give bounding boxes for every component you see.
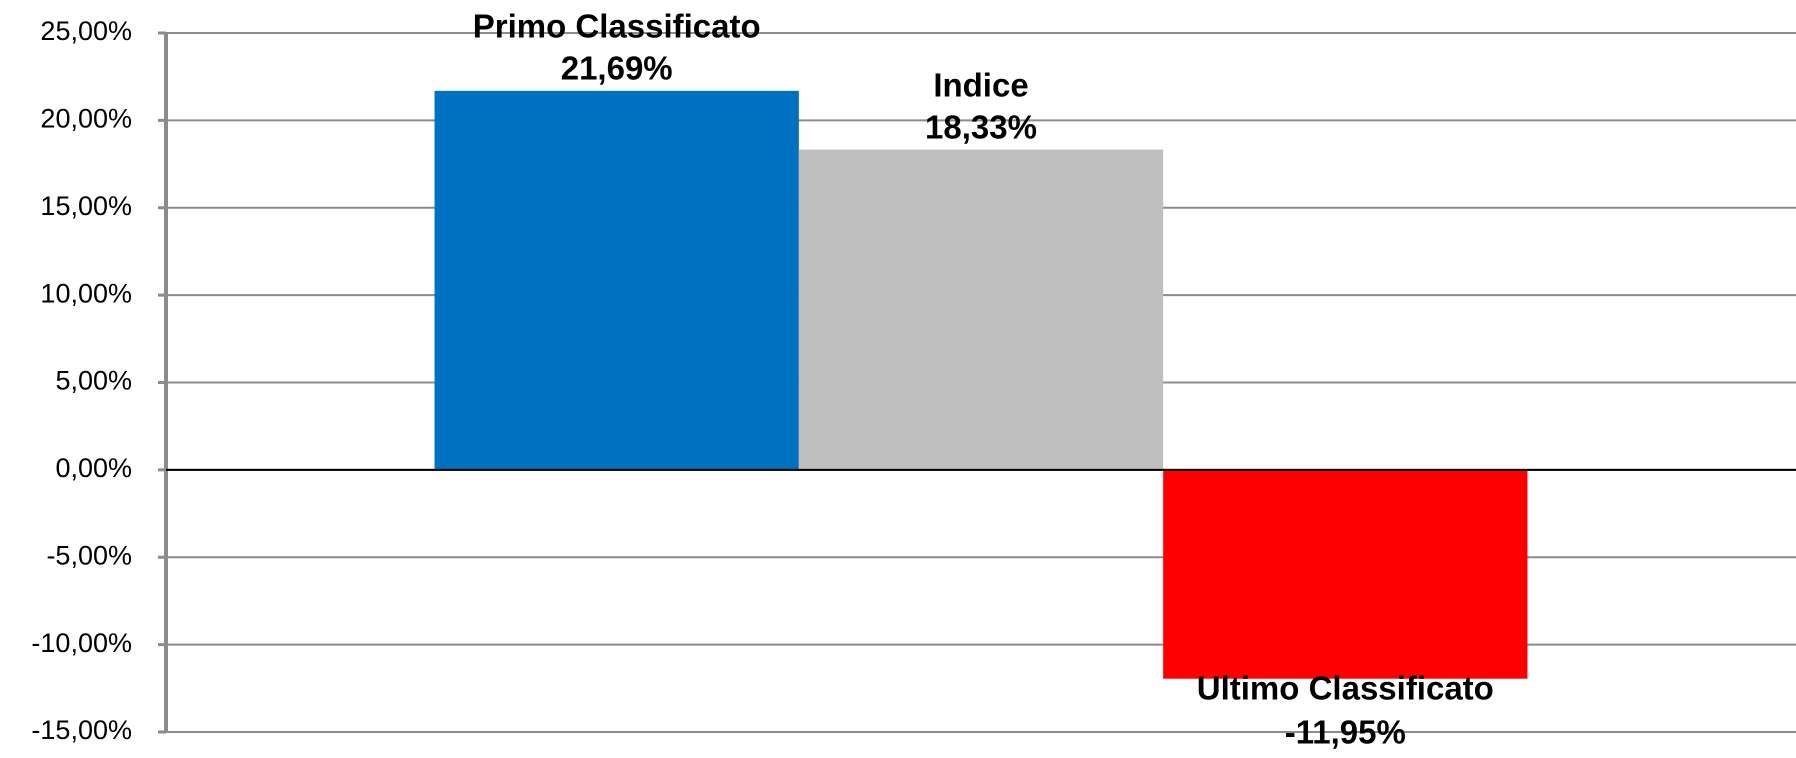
y-tick-label: 15,00% — [40, 191, 132, 221]
category-label: Indice — [933, 66, 1028, 103]
category-label: Ultimo Classificato — [1197, 669, 1494, 706]
y-tick-label: -15,00% — [31, 715, 132, 745]
bar — [798, 149, 1164, 470]
y-tick-label: 20,00% — [40, 104, 132, 134]
bar — [1163, 469, 1528, 679]
category-label: Primo Classificato — [473, 8, 761, 45]
y-tick-label: -5,00% — [46, 540, 132, 570]
y-tick-label: 10,00% — [40, 278, 132, 308]
value-label: 18,33% — [925, 108, 1037, 145]
bar — [434, 90, 799, 470]
y-tick-label: 5,00% — [55, 366, 132, 396]
value-label: 21,69% — [561, 50, 673, 87]
y-tick-label: -10,00% — [31, 628, 132, 658]
y-tick-label: 25,00% — [40, 16, 132, 46]
value-label: -11,95% — [1285, 713, 1406, 750]
y-tick-label: 0,00% — [55, 453, 132, 483]
